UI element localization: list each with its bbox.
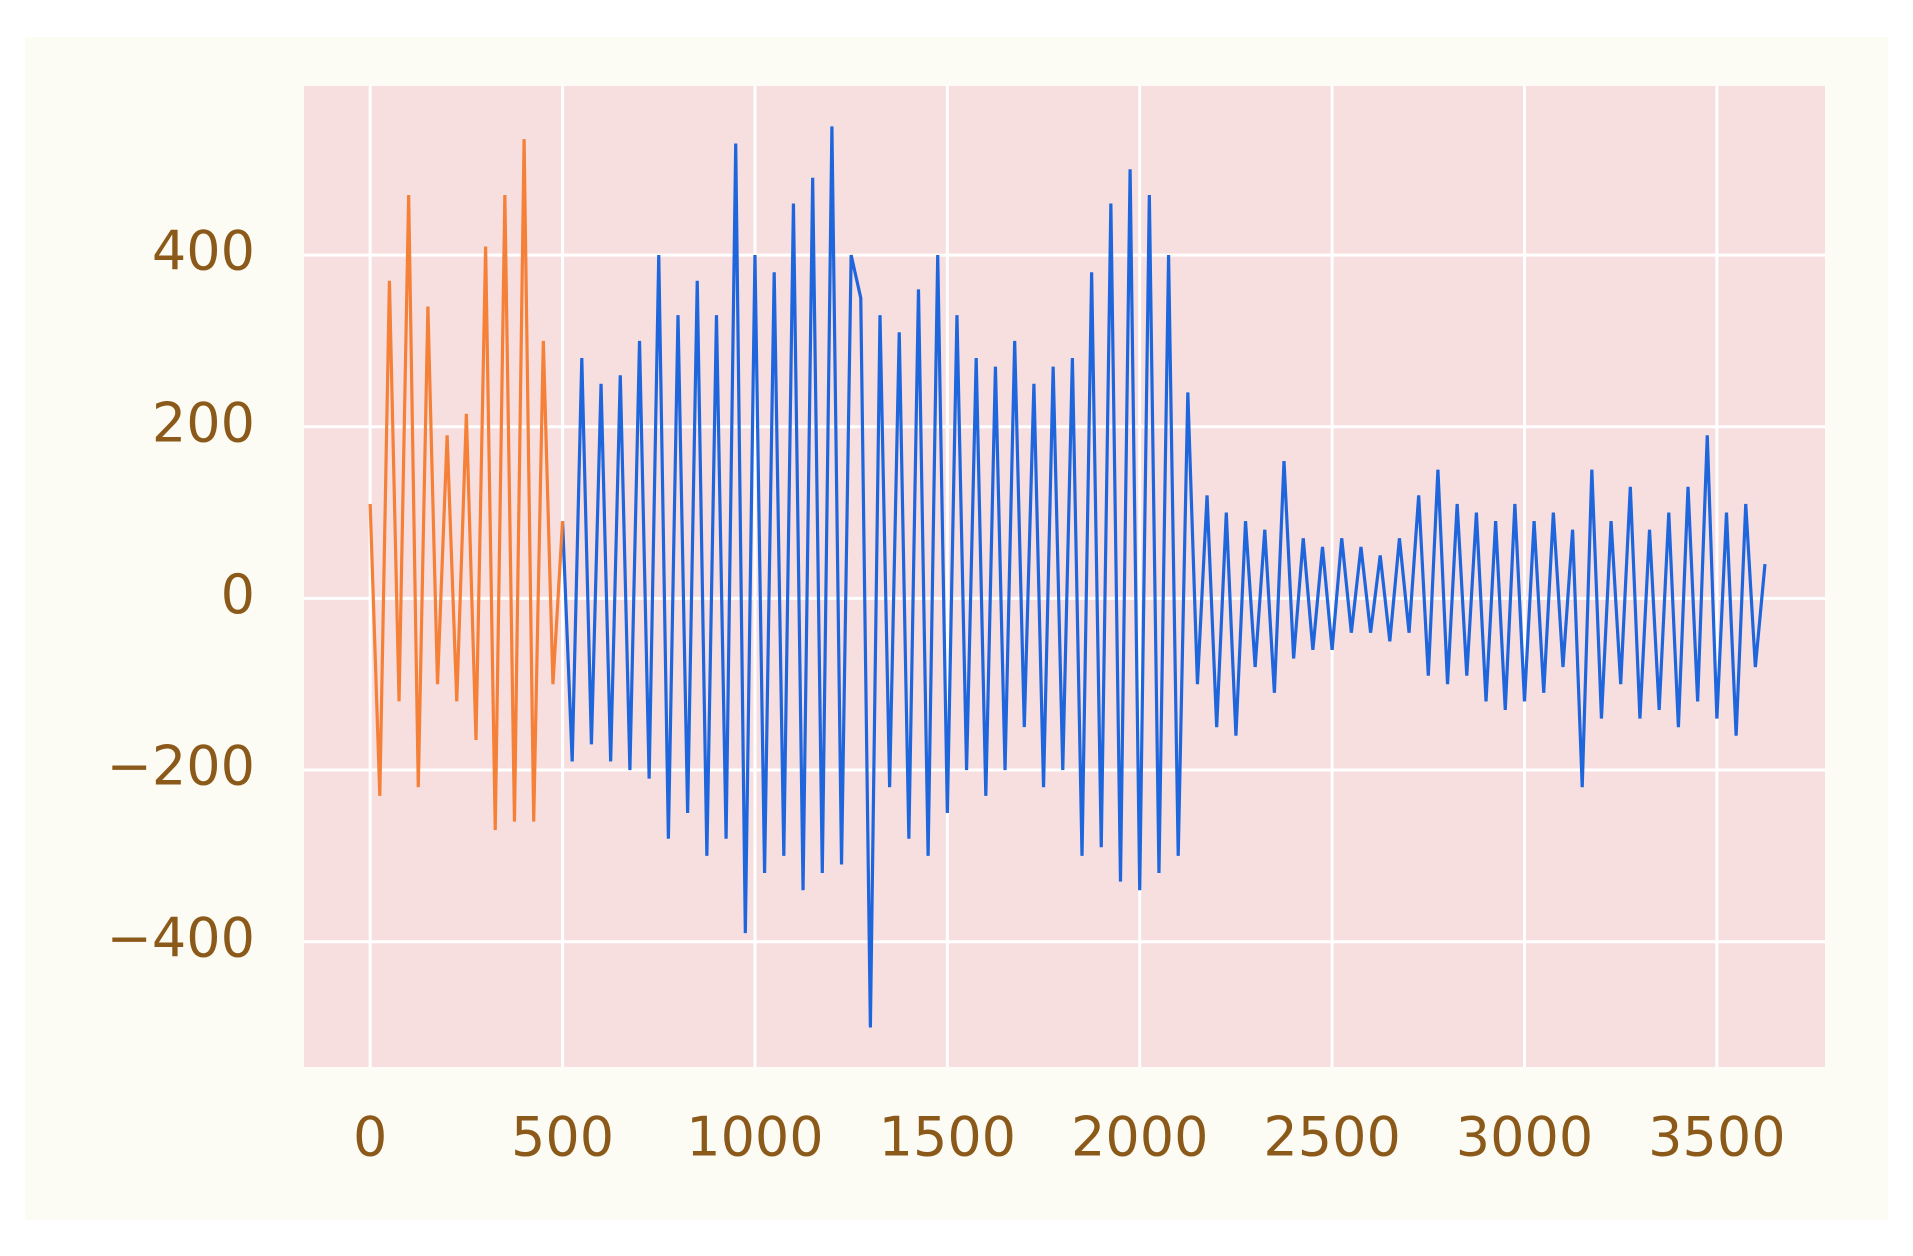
x-tick-label: 0 [353,1106,387,1169]
x-tick-label: 2000 [1071,1106,1208,1169]
x-tick-label: 1000 [686,1106,823,1169]
y-tick-label: 200 [152,391,255,454]
series-line [368,139,565,831]
y-tick-label: −200 [107,735,255,798]
y-tick-label: −400 [107,906,255,969]
plot-background [304,86,1825,1067]
series-line [560,126,1767,1028]
y-tick-label: 400 [152,220,255,283]
x-tick-label: 500 [511,1106,614,1169]
x-tick-label: 3000 [1456,1106,1593,1169]
x-tick-label: 3500 [1648,1106,1785,1169]
x-tick-label: 2500 [1263,1106,1400,1169]
x-tick-label: 1500 [879,1106,1016,1169]
y-tick-label: 0 [221,563,255,626]
